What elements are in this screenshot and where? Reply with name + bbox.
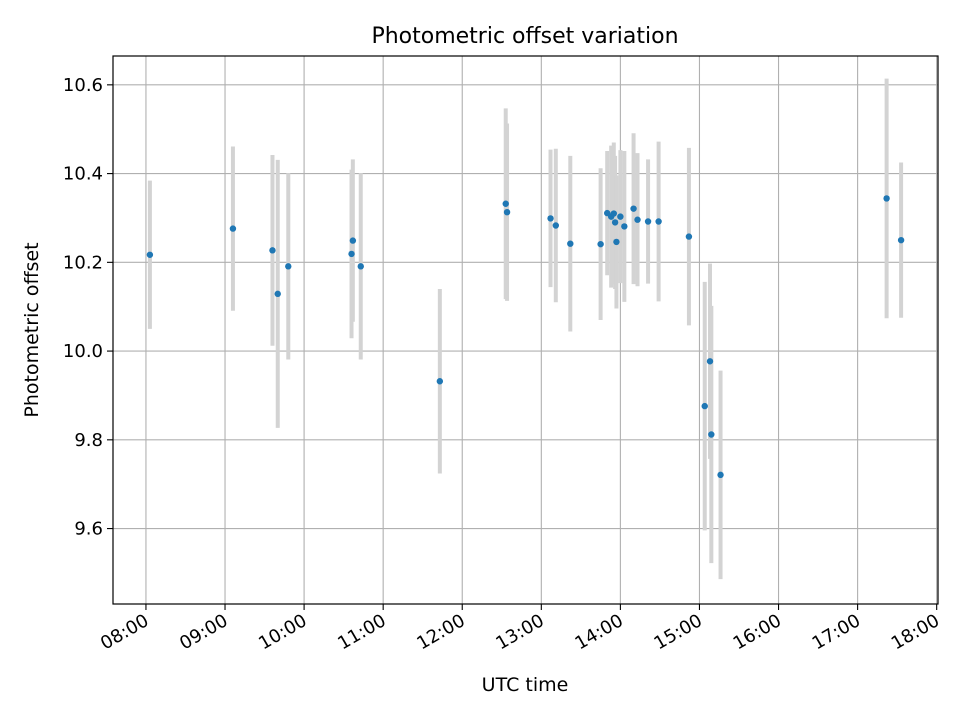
data-point (883, 195, 890, 202)
data-point (610, 210, 617, 217)
data-point (706, 358, 714, 365)
y-tick-label: 9.6 (74, 519, 103, 540)
x-axis-label: UTC time (482, 674, 569, 696)
data-point (717, 471, 724, 479)
data-point (274, 290, 281, 298)
data-point (597, 240, 604, 248)
data-point (621, 223, 628, 230)
data-point (567, 240, 574, 247)
grid (113, 56, 938, 604)
data-point (897, 236, 905, 244)
data-point (611, 219, 619, 226)
data-point (708, 431, 715, 438)
data-point (357, 263, 364, 270)
data-point (613, 238, 620, 246)
data-point (229, 225, 237, 232)
data-point (644, 218, 652, 225)
data-point (436, 378, 444, 385)
y-tick-label: 10.2 (63, 252, 103, 273)
data-point (502, 200, 509, 207)
plot-frame (112, 55, 939, 605)
data-point (503, 208, 511, 216)
y-tick-label: 10.4 (63, 164, 103, 185)
data-point (701, 402, 708, 410)
data-point (348, 250, 355, 258)
data-point (655, 218, 662, 225)
data-point (269, 247, 276, 254)
data-point (285, 263, 292, 270)
y-tick-label: 10.0 (63, 341, 103, 362)
data-point (634, 216, 641, 223)
chart-title: Photometric offset variation (371, 24, 678, 49)
data-point (685, 233, 693, 240)
data-point (547, 215, 554, 222)
data-points (146, 195, 905, 479)
data-point (630, 205, 637, 212)
data-point (146, 251, 154, 258)
y-tick-label: 10.6 (63, 75, 103, 96)
data-point (617, 213, 624, 220)
y-axis-label: Photometric offset (21, 242, 43, 417)
y-tick-label: 9.8 (74, 430, 103, 451)
data-point (349, 237, 357, 244)
data-point (552, 222, 560, 229)
